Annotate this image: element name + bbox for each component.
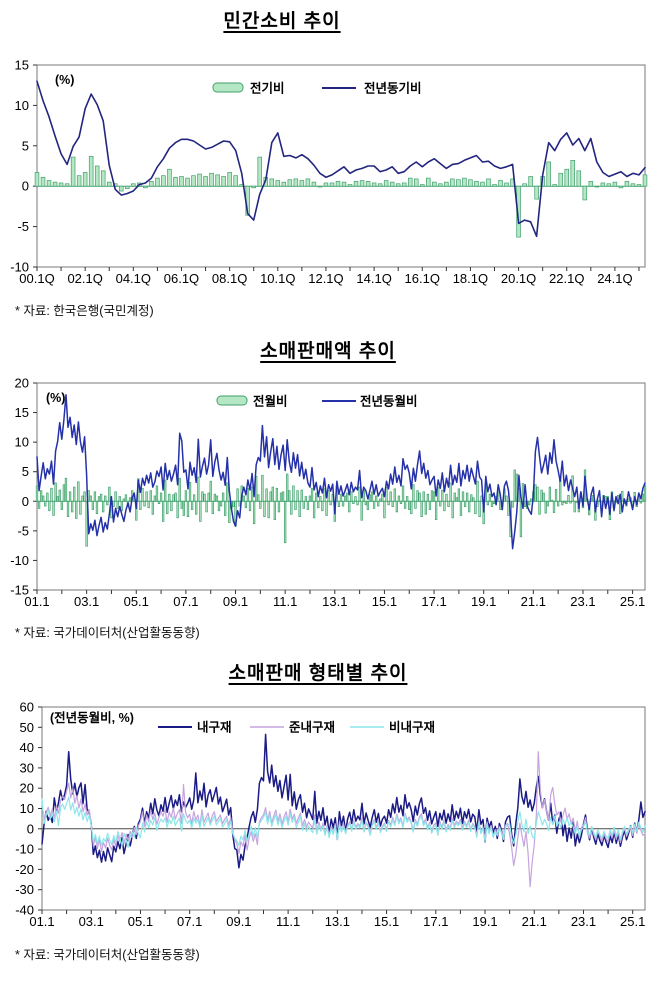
x-tick-label: 04.1Q bbox=[116, 271, 151, 286]
legend-label: 전월비 bbox=[253, 394, 288, 409]
y-tick-label: 0 bbox=[22, 179, 29, 194]
x-tick-label: 01.1 bbox=[24, 594, 49, 609]
y-tick-label: -5 bbox=[17, 523, 29, 538]
x-tick-label: 11.1 bbox=[273, 594, 297, 609]
line-series bbox=[36, 80, 646, 238]
y-tick-label: 5 bbox=[22, 464, 29, 479]
x-tick-label: 25.1 bbox=[620, 914, 645, 929]
x-tick-label: 06.1Q bbox=[164, 271, 199, 286]
legend-label: 전년동기비 bbox=[364, 81, 422, 96]
bar-series bbox=[35, 469, 647, 547]
y-tick-label: 10 bbox=[15, 98, 29, 113]
y-tick-label: -15 bbox=[10, 583, 29, 598]
x-tick-label: 09.1 bbox=[226, 914, 251, 929]
y-tick-label: 60 bbox=[20, 700, 34, 715]
x-tick-label: 00.1Q bbox=[19, 271, 54, 286]
x-tick-label: 20.1Q bbox=[501, 271, 536, 286]
x-tick-label: 21.1 bbox=[522, 914, 547, 929]
legend-label: 내구재 bbox=[197, 720, 232, 735]
x-tick-label: 09.1 bbox=[223, 594, 248, 609]
x-tick-label: 18.1Q bbox=[453, 271, 488, 286]
x-tick-label: 16.1Q bbox=[405, 271, 440, 286]
x-tick-label: 01.1 bbox=[29, 914, 54, 929]
x-tick-label: 05.1 bbox=[124, 594, 149, 609]
legend: 전월비 전년동월비 bbox=[216, 394, 418, 409]
legend-bar-swatch bbox=[212, 82, 244, 93]
x-tick-label: 24.1Q bbox=[597, 271, 632, 286]
legend: 내구재 준내구재 비내구재 bbox=[158, 720, 435, 735]
chart1-source-note: * 자료: 한국은행(국민계정) bbox=[15, 304, 154, 318]
y-tick-label: 15 bbox=[15, 58, 29, 73]
x-tick-label: 17.1 bbox=[423, 914, 448, 929]
y-tick-label: 0 bbox=[27, 821, 34, 836]
x-tick-label: 15.1 bbox=[374, 914, 399, 929]
y-tick-label: 15 bbox=[15, 405, 29, 420]
legend-label: 전년동월비 bbox=[360, 394, 418, 409]
x-tick-label: 19.1 bbox=[471, 594, 496, 609]
x-tick-label: 22.1Q bbox=[549, 271, 584, 286]
legend: 전기비 전년동기비 bbox=[212, 81, 422, 96]
legend-label: 비내구재 bbox=[389, 720, 435, 735]
x-tick-label: 08.1Q bbox=[212, 271, 247, 286]
legend-label: 전기비 bbox=[250, 81, 285, 96]
x-tick-label: 12.1Q bbox=[308, 271, 343, 286]
x-tick-label: 25.1 bbox=[620, 594, 645, 609]
line-series bbox=[41, 796, 646, 849]
chart3-source-note: * 자료: 국가데이터처(산업활동동향) bbox=[15, 948, 200, 962]
x-tick-label: 02.1Q bbox=[67, 271, 102, 286]
axis-unit-label: (%) bbox=[55, 73, 74, 87]
x-tick-label: 14.1Q bbox=[356, 271, 391, 286]
line-series bbox=[41, 733, 646, 869]
x-tick-label: 23.1 bbox=[570, 594, 595, 609]
bar-series bbox=[34, 155, 648, 238]
y-tick-label: 0 bbox=[22, 494, 29, 509]
y-tick-label: 5 bbox=[22, 138, 29, 153]
y-tick-label: -10 bbox=[10, 553, 29, 568]
y-tick-label: 40 bbox=[20, 740, 34, 755]
axis-unit-label: (%) bbox=[46, 391, 65, 405]
y-tick-label: -5 bbox=[17, 219, 29, 234]
y-tick-label: -20 bbox=[15, 862, 34, 877]
x-tick-label: 11.1 bbox=[276, 914, 300, 929]
axis-unit-label: (전년동월비, %) bbox=[50, 710, 134, 725]
x-tick-label: 19.1 bbox=[472, 914, 497, 929]
x-tick-label: 13.1 bbox=[325, 914, 350, 929]
y-tick-label: 50 bbox=[20, 720, 34, 735]
line-series bbox=[41, 751, 646, 888]
legend-label: 준내구재 bbox=[289, 720, 335, 735]
y-tick-label: -10 bbox=[10, 260, 29, 275]
x-tick-label: 23.1 bbox=[571, 914, 596, 929]
x-tick-label: 03.1 bbox=[74, 594, 99, 609]
chart2-source-note: * 자료: 국가데이터처(산업활동동향) bbox=[15, 626, 200, 640]
y-tick-label: 10 bbox=[15, 435, 29, 450]
x-tick-label: 13.1 bbox=[322, 594, 347, 609]
y-tick-label: -40 bbox=[15, 903, 34, 918]
line-series bbox=[36, 394, 646, 550]
y-tick-label: 10 bbox=[20, 801, 34, 816]
chart1-title: 민간소비 추이 bbox=[223, 11, 341, 32]
y-tick-label: -10 bbox=[15, 842, 34, 857]
x-tick-label: 07.1 bbox=[177, 914, 202, 929]
x-tick-label: 07.1 bbox=[173, 594, 198, 609]
y-tick-label: 20 bbox=[15, 376, 29, 391]
y-tick-label: 30 bbox=[20, 760, 34, 775]
x-tick-label: 17.1 bbox=[421, 594, 446, 609]
x-tick-label: 15.1 bbox=[372, 594, 397, 609]
x-tick-label: 05.1 bbox=[128, 914, 153, 929]
y-tick-label: 20 bbox=[20, 781, 34, 796]
chart2-title: 소매판매액 추이 bbox=[260, 341, 396, 362]
x-tick-label: 03.1 bbox=[79, 914, 104, 929]
legend-bar-swatch bbox=[216, 395, 248, 406]
y-tick-label: -30 bbox=[15, 882, 34, 897]
chart3-title: 소매판매 형태별 추이 bbox=[228, 663, 408, 684]
x-tick-label: 10.1Q bbox=[260, 271, 295, 286]
x-tick-label: 21.1 bbox=[521, 594, 546, 609]
